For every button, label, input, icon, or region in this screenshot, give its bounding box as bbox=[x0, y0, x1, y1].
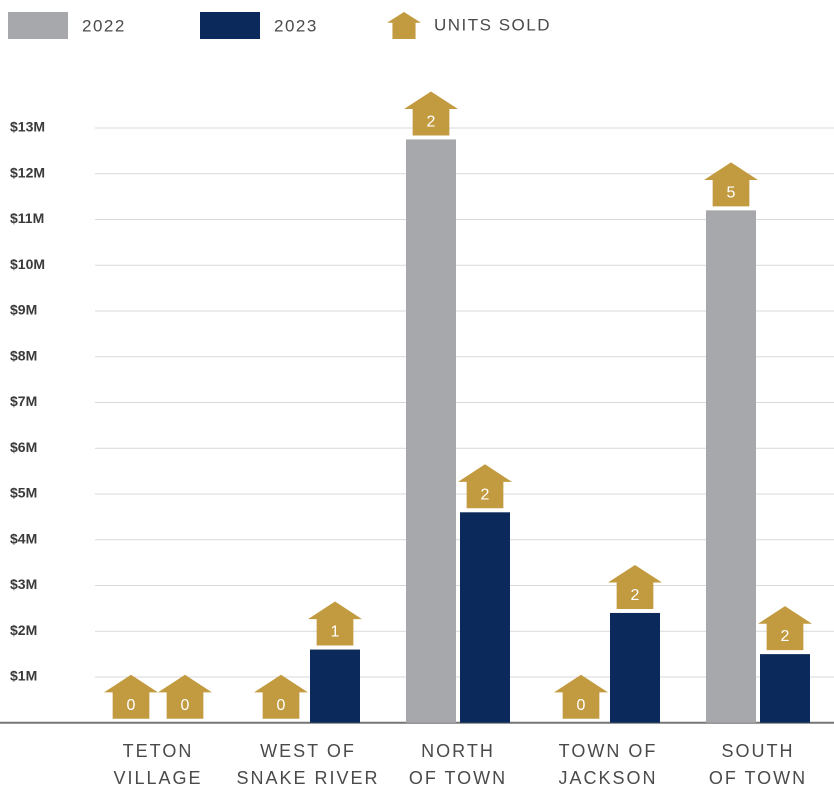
y-tick-label: $6M bbox=[10, 439, 37, 455]
units-icon bbox=[608, 564, 662, 609]
bar bbox=[610, 612, 660, 723]
units-label: 2 bbox=[427, 113, 436, 130]
units-icon bbox=[104, 674, 158, 719]
units-icon bbox=[404, 91, 458, 136]
legend-label: UNITS SOLD bbox=[434, 15, 551, 34]
units-icon bbox=[704, 162, 758, 207]
bar bbox=[310, 649, 360, 723]
bar bbox=[460, 512, 510, 723]
y-tick-label: $1M bbox=[10, 668, 37, 684]
legend-swatch bbox=[200, 12, 260, 39]
bar bbox=[706, 210, 756, 723]
x-tick-label: TOWN OF bbox=[559, 741, 658, 761]
x-tick-label: OF TOWN bbox=[709, 768, 807, 788]
x-tick-label: VILLAGE bbox=[113, 768, 202, 788]
y-tick-label: $5M bbox=[10, 485, 37, 501]
units-label: 0 bbox=[127, 697, 136, 714]
y-tick-label: $3M bbox=[10, 576, 37, 592]
y-tick-label: $13M bbox=[10, 119, 45, 135]
units-label: 0 bbox=[181, 697, 190, 714]
x-tick-label: SNAKE RIVER bbox=[236, 768, 379, 788]
units-icon bbox=[308, 601, 362, 646]
x-tick-label: SOUTH bbox=[722, 741, 795, 761]
y-tick-label: $12M bbox=[10, 164, 45, 180]
units-label: 0 bbox=[277, 697, 286, 714]
x-tick-label: WEST OF bbox=[260, 741, 356, 761]
y-tick-label: $8M bbox=[10, 347, 37, 363]
units-icon bbox=[158, 674, 212, 719]
units-icon bbox=[387, 12, 421, 39]
x-tick-label: JACKSON bbox=[558, 768, 657, 788]
legend-label: 2023 bbox=[274, 16, 318, 35]
bar bbox=[406, 139, 456, 723]
units-label: 2 bbox=[781, 628, 790, 645]
units-label: 5 bbox=[727, 184, 736, 201]
x-tick-label: OF TOWN bbox=[409, 768, 507, 788]
y-tick-label: $4M bbox=[10, 530, 37, 546]
units-icon bbox=[758, 606, 812, 651]
y-tick-label: $2M bbox=[10, 622, 37, 638]
units-icon bbox=[554, 674, 608, 719]
bar bbox=[760, 654, 810, 723]
units-icon bbox=[254, 674, 308, 719]
units-label: 2 bbox=[481, 486, 490, 503]
units-label: 2 bbox=[631, 587, 640, 604]
units-label: 0 bbox=[577, 697, 586, 714]
legend-swatch bbox=[8, 12, 68, 39]
units-icon bbox=[458, 464, 512, 509]
legend-label: 2022 bbox=[82, 16, 126, 35]
units-label: 1 bbox=[331, 624, 340, 641]
x-tick-label: TETON bbox=[123, 741, 194, 761]
y-tick-label: $7M bbox=[10, 393, 37, 409]
x-tick-label: NORTH bbox=[421, 741, 495, 761]
y-tick-label: $10M bbox=[10, 256, 45, 272]
y-tick-label: $9M bbox=[10, 302, 37, 318]
y-tick-label: $11M bbox=[10, 210, 44, 226]
